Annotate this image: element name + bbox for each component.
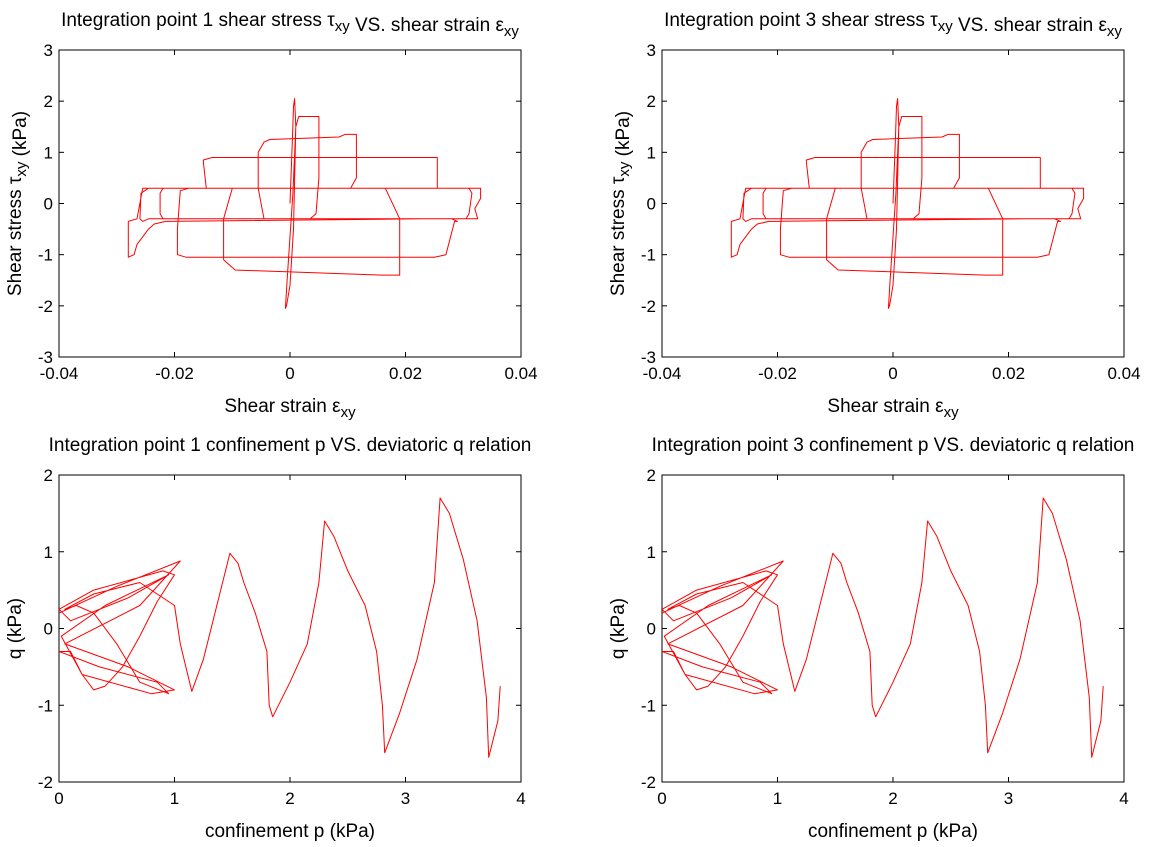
y-tick-label: 1 xyxy=(647,143,656,162)
x-tick-label: 1 xyxy=(773,789,782,808)
x-tick-label: -0.04 xyxy=(643,364,682,383)
y-tick-label: 0 xyxy=(647,620,656,639)
x-axis-label: Shear strain εxy xyxy=(224,396,356,421)
y-tick-label: 2 xyxy=(647,466,656,485)
y-tick-label: 2 xyxy=(44,466,53,485)
x-tick-label: 0.02 xyxy=(389,364,422,383)
y-axis-label: Shear stress τxy (kPa) xyxy=(5,111,31,296)
chart-panel-4: 0 1 2 3 4 2 1 0 -1 -2 Integration point 3 confinem… xyxy=(608,435,1134,842)
y-tick-label: 2 xyxy=(647,92,656,111)
x-tick-label: 0 xyxy=(657,789,666,808)
x-tick-label: 4 xyxy=(1119,789,1128,808)
series-line-1 xyxy=(127,98,482,309)
x-axis-label: Shear strain εxy xyxy=(827,396,959,421)
x-tick-label: 0.04 xyxy=(504,364,537,383)
y-tick-label: 0 xyxy=(44,195,53,214)
plot-area xyxy=(58,474,522,783)
x-tick-label: 0 xyxy=(285,364,294,383)
y-tick-label: -3 xyxy=(38,348,53,367)
chart-panel-2: -0.04 -0.02 0 0.02 0.04 3 2 1 0 -1 -2 -3 Integration… xyxy=(608,10,1141,421)
y-tick-label: 1 xyxy=(44,543,53,562)
x-tick-label: 1 xyxy=(170,789,179,808)
y-tick-label: -1 xyxy=(641,696,656,715)
y-tick-label: 2 xyxy=(44,92,53,111)
series-line-1 xyxy=(662,497,1104,758)
y-tick-label: 3 xyxy=(647,41,656,60)
y-tick-label: -1 xyxy=(38,696,53,715)
x-tick-label: 0.04 xyxy=(1107,364,1140,383)
x-tick-label: 3 xyxy=(1004,789,1013,808)
series-line-1 xyxy=(730,98,1085,309)
x-tick-label: 0.02 xyxy=(992,364,1025,383)
y-tick-label: -1 xyxy=(38,246,53,265)
y-axis-label: q (kPa) xyxy=(5,598,26,659)
x-tick-label: 2 xyxy=(888,789,897,808)
y-tick-label: -2 xyxy=(641,297,656,316)
y-axis-label: Shear stress τxy (kPa) xyxy=(608,111,634,296)
y-tick-label: 1 xyxy=(44,143,53,162)
chart-title: Integration point 3 shear stress τxy VS.… xyxy=(664,10,1122,40)
x-tick-label: -0.04 xyxy=(40,364,79,383)
chart-panel-3: 0 1 2 3 4 2 1 0 -1 -2 Integration point 1 confinem… xyxy=(5,435,531,842)
chart-panel-1: -0.04 -0.02 0 0.02 0.04 3 2 1 0 -1 -2 -3 Integration… xyxy=(5,10,538,421)
x-axis-label: confinement p (kPa) xyxy=(205,821,375,842)
x-tick-label: 4 xyxy=(516,789,525,808)
chart-title: Integration point 3 confinement p VS. de… xyxy=(652,435,1135,456)
x-tick-label: 3 xyxy=(401,789,410,808)
y-axis-label: q (kPa) xyxy=(608,598,629,659)
y-tick-label: 0 xyxy=(647,195,656,214)
y-tick-label: 1 xyxy=(647,543,656,562)
y-tick-label: -2 xyxy=(641,773,656,792)
x-tick-label: 0 xyxy=(888,364,897,383)
chart-title: Integration point 1 confinement p VS. de… xyxy=(49,435,532,456)
y-tick-label: -2 xyxy=(38,773,53,792)
y-tick-label: -1 xyxy=(641,246,656,265)
chart-title: Integration point 1 shear stress τxy VS.… xyxy=(61,10,519,40)
x-tick-label: 2 xyxy=(285,789,294,808)
x-axis-label: confinement p (kPa) xyxy=(808,821,978,842)
y-tick-label: -2 xyxy=(38,297,53,316)
plot-area xyxy=(661,474,1125,783)
series-line-1 xyxy=(59,497,501,758)
y-tick-label: 3 xyxy=(44,41,53,60)
x-tick-label: -0.02 xyxy=(155,364,194,383)
x-tick-label: -0.02 xyxy=(758,364,797,383)
y-tick-label: -3 xyxy=(641,348,656,367)
y-tick-label: 0 xyxy=(44,620,53,639)
x-tick-label: 0 xyxy=(54,789,63,808)
